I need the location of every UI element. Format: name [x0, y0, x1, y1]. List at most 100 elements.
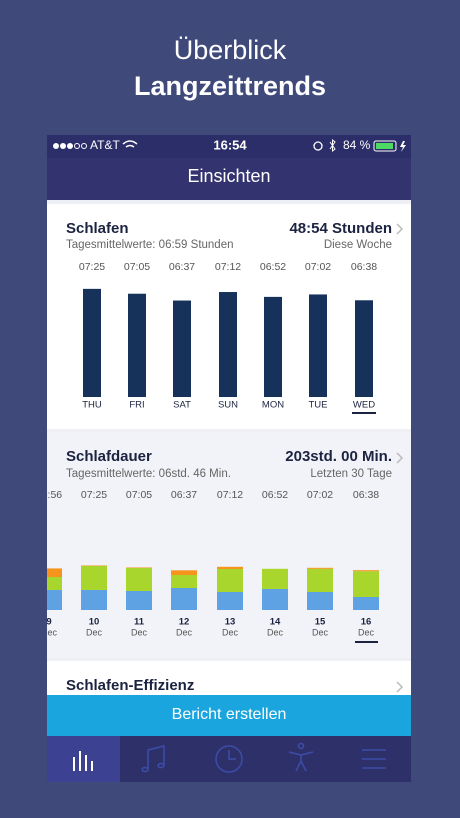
card-total: 48:54 Stunden: [289, 220, 392, 237]
bar-segment: [81, 565, 107, 566]
day-label: MON: [262, 400, 284, 411]
card-subtitle: Tagesmittelwerte: 06std. 46 Min.: [66, 468, 231, 480]
month-label: Dec: [131, 627, 148, 637]
value-label: 07:12: [217, 489, 243, 501]
alarm-icon: [313, 141, 323, 151]
day-label: FRI: [129, 400, 144, 411]
card-period: Letzten 30 Tage: [310, 468, 392, 480]
bar-segment: [217, 592, 243, 610]
tab-activity-icon[interactable]: [288, 742, 314, 772]
battery-fill: [376, 143, 393, 149]
day-label: TUE: [309, 400, 328, 411]
report-button-label: Bericht erstellen: [172, 706, 287, 723]
bar-segment: [171, 570, 197, 575]
card-title: Schlafen-Effizienz: [66, 677, 194, 694]
bar-segment: [126, 567, 152, 568]
card-subtitle: Tagesmittelwerte: 06:59 Stunden: [66, 239, 234, 251]
tab-menu-icon[interactable]: [362, 749, 386, 769]
bar-segment: [353, 570, 379, 572]
value-label: 07:25: [79, 261, 105, 273]
bar-segment: [262, 568, 288, 589]
value-label: 06:38: [351, 261, 377, 273]
month-label: Dec: [267, 627, 284, 637]
value-label: 07:02: [305, 261, 331, 273]
card[interactable]: [47, 432, 411, 658]
bar-segment: [81, 566, 107, 590]
nav-bar: [47, 158, 411, 200]
month-label: Dec: [86, 627, 103, 637]
bar: [355, 300, 373, 397]
value-label: 06:37: [169, 261, 195, 273]
battery: [373, 140, 397, 152]
bar: [128, 293, 146, 397]
month-label: Dec: [176, 627, 193, 637]
bar-segment: [47, 568, 62, 577]
day-label: SAT: [173, 400, 191, 411]
charging-icon: [400, 141, 406, 152]
bar-segment: [217, 569, 243, 592]
hero-title: Überblick: [174, 35, 287, 65]
tab-clock-icon[interactable]: [215, 745, 243, 773]
day-label: 11: [134, 617, 145, 628]
bar-segment: [81, 590, 107, 610]
battery-text: 84 %: [343, 138, 371, 152]
bar-segment: [171, 588, 197, 610]
day-label: 9: [46, 617, 51, 628]
status-bar: [47, 135, 411, 158]
bar-segment: [47, 577, 62, 590]
value-label: 07:05: [124, 261, 150, 273]
hero-subtitle: Langzeittrends: [134, 71, 326, 101]
clock: 16:54: [213, 137, 247, 152]
signal: [53, 143, 87, 149]
report-button[interactable]: [47, 695, 411, 736]
bar: [264, 296, 282, 397]
month-label: Dec: [222, 627, 239, 637]
day-label: 13: [225, 617, 236, 628]
day-label: 12: [179, 617, 190, 628]
charts: 07:25 THU 07:05 FRI 06:37 SAT 07:12 SUN 06:52 MON…: [36, 261, 379, 637]
value-label: 06:56: [36, 489, 62, 501]
bar-segment: [307, 568, 333, 592]
value-label: 06:37: [171, 489, 197, 501]
tab-music-icon[interactable]: [141, 745, 165, 773]
bar-segment: [353, 571, 379, 597]
day-label: 16: [361, 617, 372, 628]
bar: [309, 294, 327, 397]
bar: [173, 300, 191, 397]
bar-segment: [126, 568, 152, 591]
bar-segment: [217, 566, 243, 569]
bar-segment: [47, 590, 62, 610]
tab-insights-icon: [73, 751, 93, 771]
value-label: 06:52: [262, 489, 288, 501]
day-label: 15: [315, 617, 326, 628]
bar: [219, 292, 237, 397]
bar-segment: [262, 589, 288, 610]
bar-segment: [307, 567, 333, 569]
value-label: 07:25: [81, 489, 107, 501]
bar-segment: [353, 597, 379, 610]
chevron: [396, 452, 404, 464]
bar-segment: [171, 575, 197, 588]
card-period: Diese Woche: [324, 239, 392, 251]
value-label: 06:52: [260, 261, 286, 273]
card-total: 203std. 00 Min.: [285, 448, 392, 465]
carrier: AT&T: [90, 138, 120, 152]
tab-selected[interactable]: [47, 736, 120, 782]
day-label: THU: [82, 400, 102, 411]
month-label: Dec: [358, 627, 375, 637]
bar-segment: [126, 591, 152, 610]
bar-segment: [307, 592, 333, 610]
wifi-icon: [122, 140, 138, 148]
value-label: 07:05: [126, 489, 152, 501]
value-label: 06:38: [353, 489, 379, 501]
phone: AT&T 16:54 84 % Einsichten Schlafen 48:5…: [36, 135, 411, 782]
day-label: 14: [270, 617, 281, 628]
card-title: Schlafdauer: [66, 448, 152, 465]
card[interactable]: [47, 661, 411, 701]
value-label: 07:02: [307, 489, 333, 501]
nav-title: Einsichten: [187, 166, 270, 186]
day-label: SUN: [218, 400, 238, 411]
month-label: Dec: [41, 627, 58, 637]
